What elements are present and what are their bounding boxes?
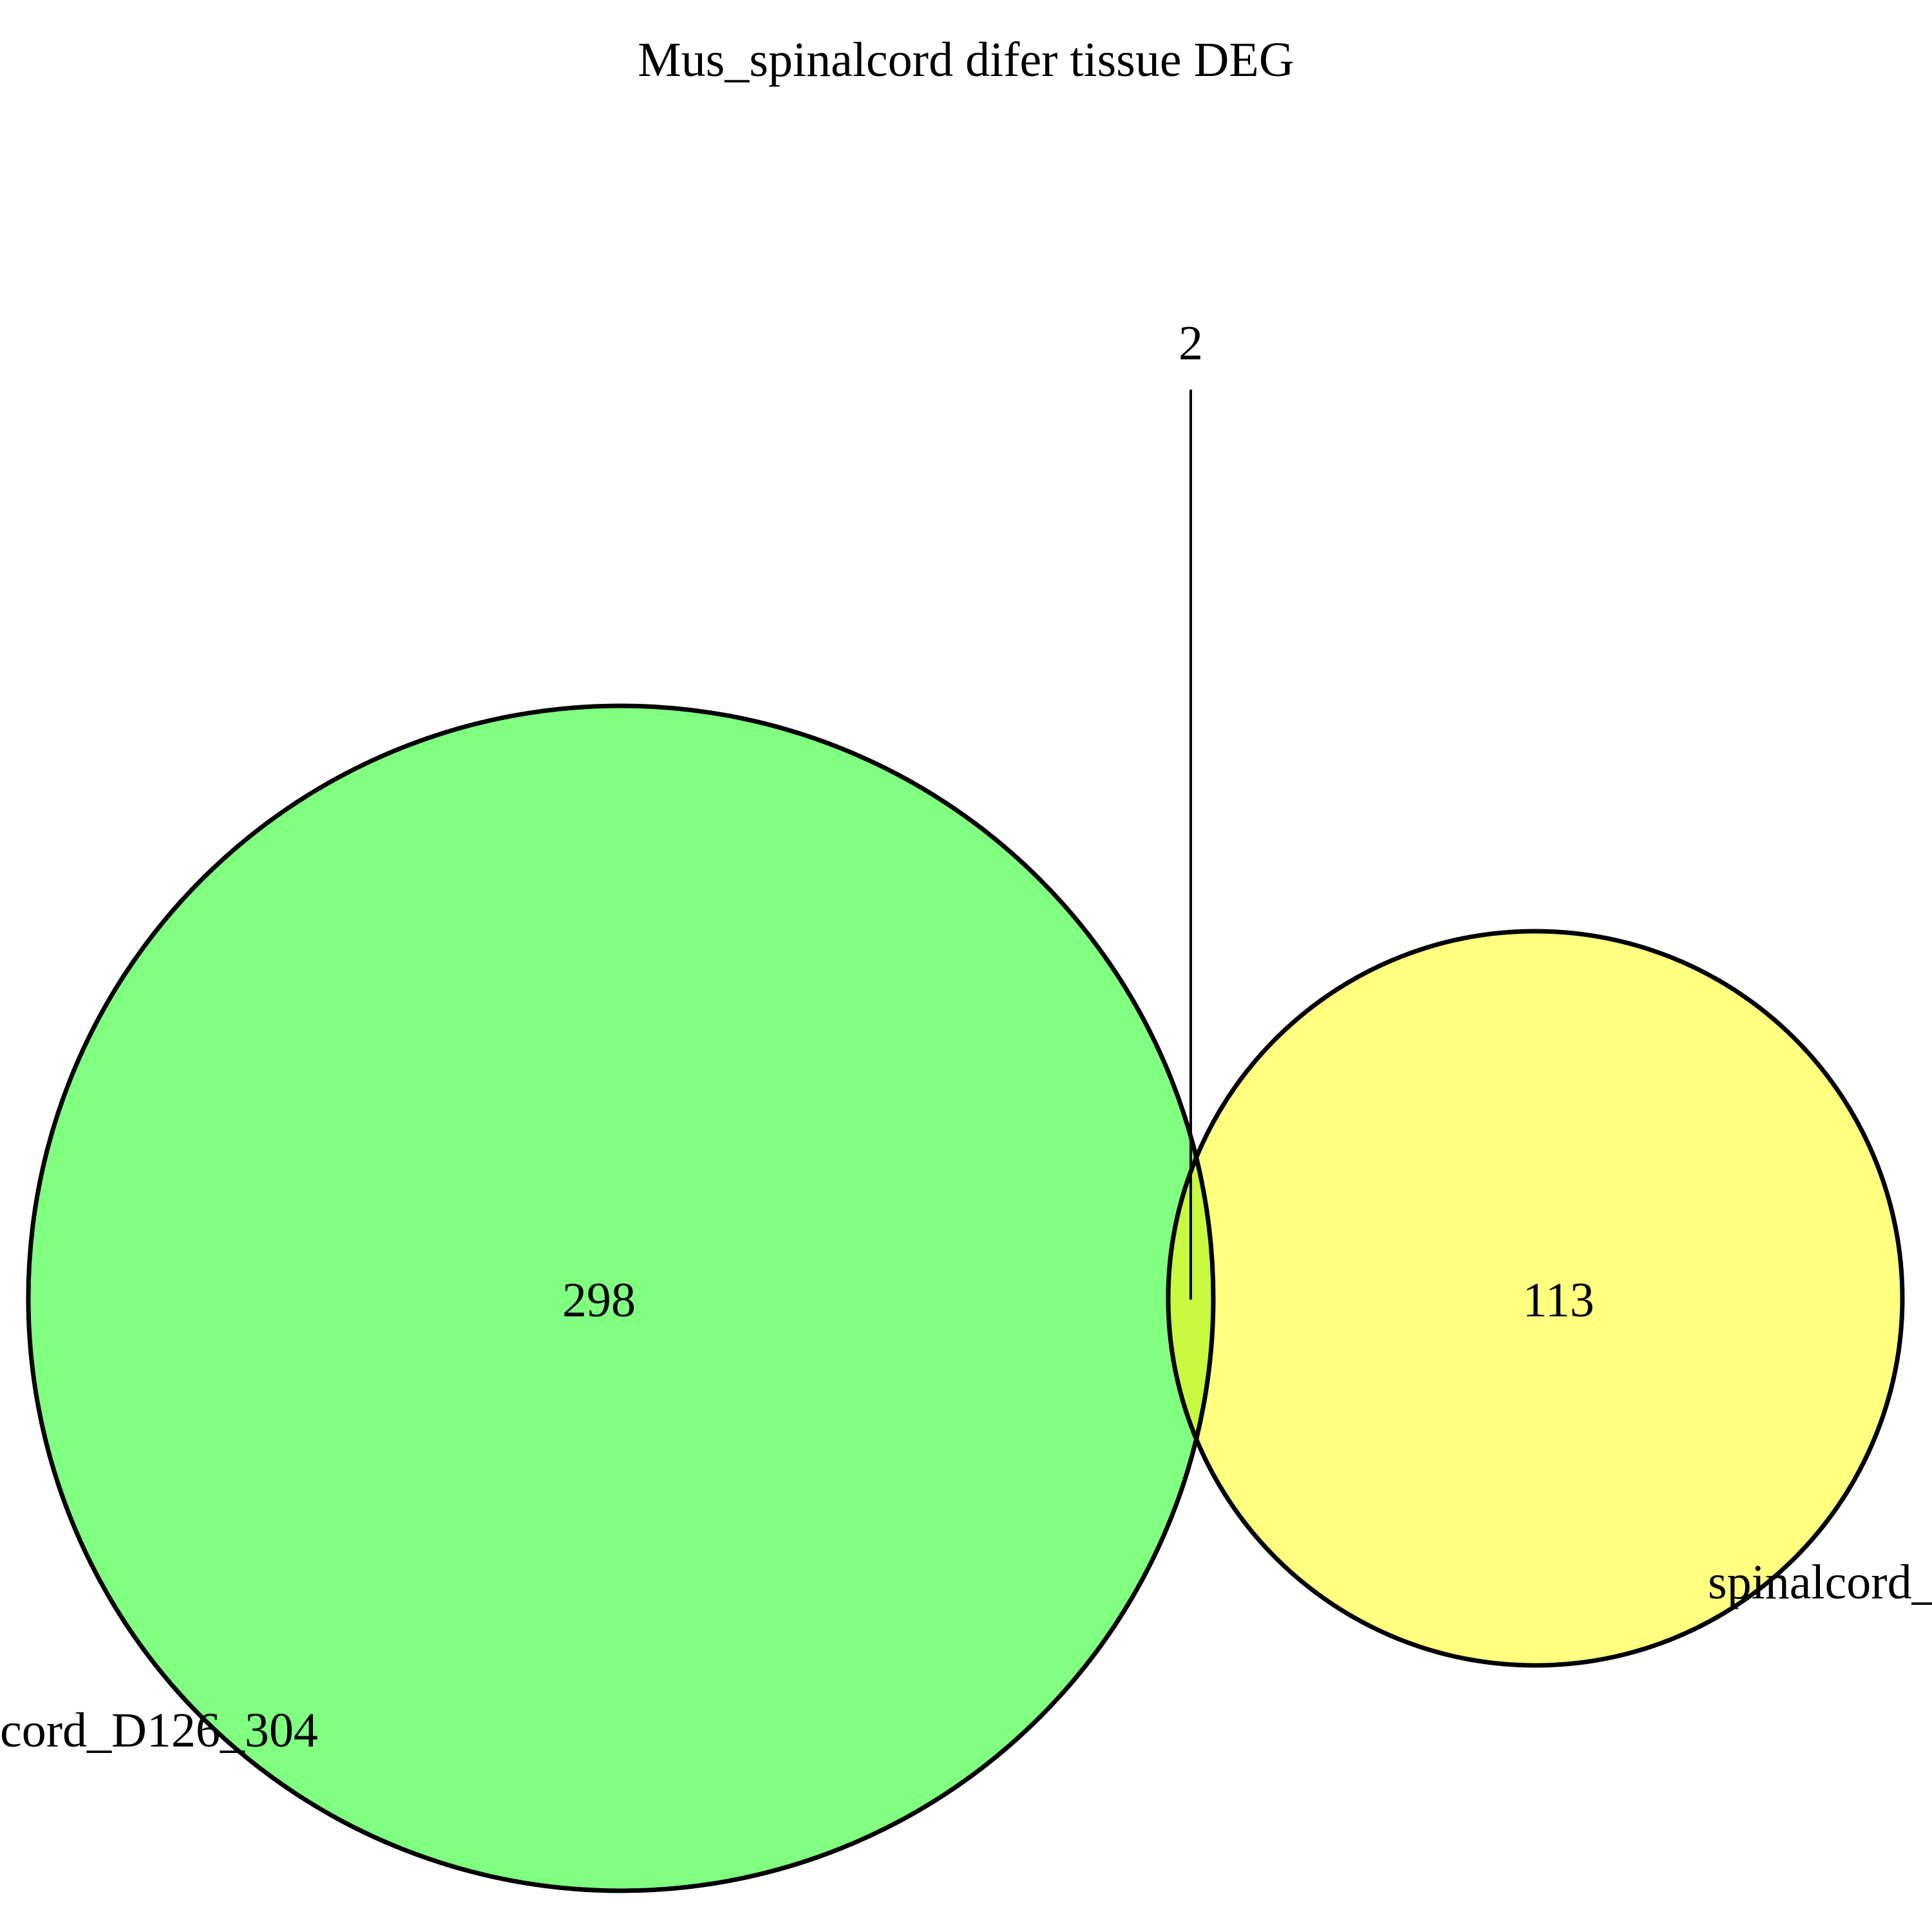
- set-b-count: 113: [1522, 1273, 1594, 1327]
- set-b-label: spinalcord_: [1708, 1555, 1932, 1609]
- set-a-circle: [28, 706, 1213, 1891]
- set-b-outline: [1166, 929, 1905, 1668]
- intersection-count: 2: [1179, 316, 1203, 370]
- set-b-circle: [1168, 931, 1902, 1665]
- set-a-outline: [26, 703, 1216, 1893]
- diagram-title: Mus_spinalcord difer tissue DEG: [638, 33, 1294, 87]
- set-a-count: 298: [562, 1273, 636, 1327]
- set-a-label: cord_D126_304: [0, 1703, 318, 1757]
